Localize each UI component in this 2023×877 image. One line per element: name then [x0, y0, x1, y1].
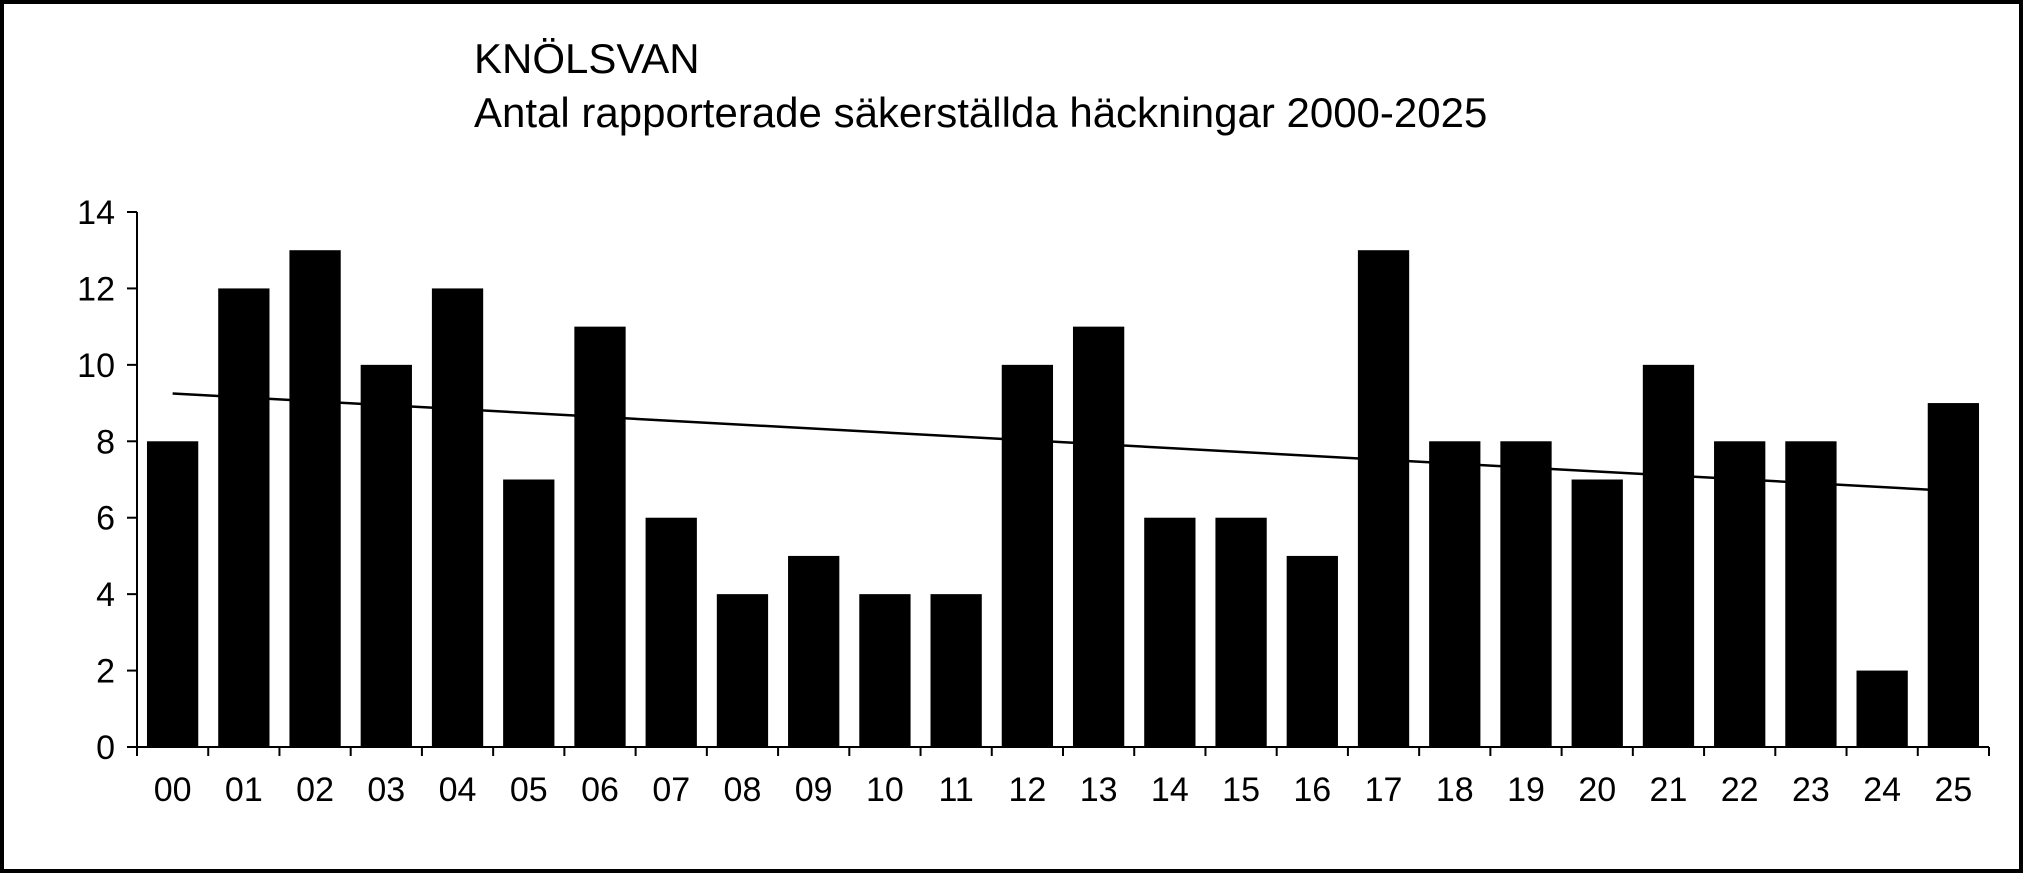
- bar: [930, 594, 982, 747]
- y-tick-label: 10: [77, 347, 115, 385]
- x-tick-label: 12: [1008, 771, 1046, 809]
- chart-title-block: KNÖLSVAN Antal rapporterade säkerställda…: [474, 32, 1487, 140]
- x-tick-label: 19: [1507, 771, 1545, 809]
- chart-title: KNÖLSVAN: [474, 35, 700, 82]
- bar: [1429, 441, 1481, 747]
- x-tick-label: 03: [367, 771, 405, 809]
- x-tick-label: 16: [1293, 771, 1331, 809]
- x-tick-label: 17: [1365, 771, 1403, 809]
- x-tick-label: 09: [795, 771, 833, 809]
- x-axis: 00 01 02 03 04 05 06 07 08 09 10 11 12 13 14 15 16 17 18 19…: [136, 746, 1990, 809]
- bar: [1500, 441, 1552, 747]
- bar: [503, 479, 555, 747]
- bar: [1357, 250, 1410, 747]
- bar: [1072, 326, 1125, 747]
- bars: [146, 250, 1980, 747]
- x-tick-label: 11: [939, 771, 974, 809]
- bar: [146, 441, 199, 747]
- x-tick-label: 14: [1151, 771, 1189, 809]
- x-tick-label: 02: [296, 771, 334, 809]
- bar: [1144, 517, 1196, 747]
- x-tick-label: 20: [1578, 771, 1616, 809]
- x-tick-label: 08: [724, 771, 762, 809]
- bar: [360, 364, 412, 747]
- x-tick-label: 04: [439, 771, 477, 809]
- bar: [289, 250, 341, 747]
- x-tick-label: 23: [1792, 771, 1830, 809]
- bar: [1785, 441, 1837, 747]
- y-tick-label: 4: [96, 576, 115, 614]
- bar: [1927, 403, 1980, 747]
- x-tick-label: 25: [1934, 771, 1972, 809]
- x-tick-label: 05: [510, 771, 548, 809]
- bar: [1215, 517, 1267, 747]
- x-tick-label: 22: [1721, 771, 1759, 809]
- x-tick-label: 07: [652, 771, 690, 809]
- y-axis: 0 2 4 6 8 10 12 14: [77, 194, 138, 767]
- y-tick-label: 0: [96, 729, 115, 767]
- bar: [431, 288, 484, 747]
- bar: [716, 594, 769, 747]
- x-tick-label: 15: [1222, 771, 1260, 809]
- trendline: [172, 392, 1954, 493]
- bar: [859, 594, 911, 747]
- x-tick-label: 01: [225, 771, 263, 809]
- bar: [645, 517, 697, 747]
- y-tick-label: 8: [96, 423, 115, 461]
- bar: [1571, 479, 1623, 747]
- x-tick-label: 21: [1650, 771, 1688, 809]
- x-tick-label: 00: [154, 771, 192, 809]
- x-tick-label: 06: [581, 771, 619, 809]
- y-tick-label: 12: [77, 270, 115, 308]
- x-tick-label: 13: [1080, 771, 1118, 809]
- bar: [1856, 670, 1908, 747]
- y-tick-label: 2: [96, 653, 115, 691]
- bar: [1001, 364, 1054, 747]
- x-tick-label: 18: [1436, 771, 1474, 809]
- bar: [1286, 555, 1338, 747]
- trendline-group: [172, 392, 1954, 493]
- bar: [574, 326, 626, 747]
- bar: [1714, 441, 1766, 747]
- bar: [788, 555, 840, 747]
- y-tick-label: 6: [96, 500, 115, 538]
- x-tick-label: 10: [866, 771, 904, 809]
- y-tick-label: 14: [77, 194, 115, 232]
- chart-subtitle: Antal rapporterade säkerställda häckning…: [474, 89, 1488, 136]
- bar: [1642, 364, 1695, 747]
- x-tick-label: 24: [1863, 771, 1901, 809]
- bar: [218, 288, 270, 747]
